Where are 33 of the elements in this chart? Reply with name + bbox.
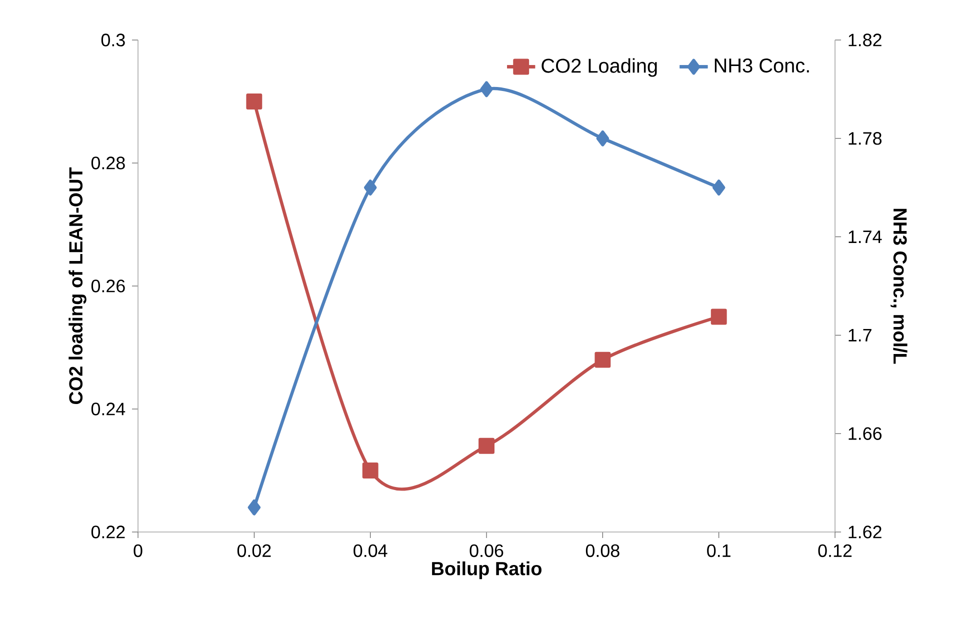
x-tick-label: 0 bbox=[134, 544, 142, 558]
point bbox=[246, 94, 262, 110]
point bbox=[480, 81, 493, 98]
y2-tick-label: 1.82 bbox=[848, 34, 882, 46]
y2-axis-title: NH3 Conc., mol/L bbox=[890, 208, 908, 364]
y-tick-label: 0.24 bbox=[91, 402, 126, 416]
x-tick-label: 0.1 bbox=[707, 544, 730, 558]
y-axis-title: CO2 loading of LEAN-OUT bbox=[68, 167, 86, 404]
y-tick-label: 0.3 bbox=[101, 34, 125, 46]
y2-tick-label: 1.62 bbox=[848, 526, 882, 538]
x-tick-label: 0.02 bbox=[237, 544, 271, 558]
point bbox=[594, 352, 611, 368]
point bbox=[596, 130, 610, 146]
x-axis-title: Boilup Ratio bbox=[432, 561, 542, 580]
y-tick-label: 0.22 bbox=[91, 526, 125, 538]
y2-tick-label: 1.74 bbox=[848, 230, 882, 243]
point bbox=[362, 462, 378, 478]
legend-label: NH3 Conc. bbox=[714, 58, 809, 73]
y-tick-label: 0.26 bbox=[91, 280, 125, 292]
x-tick-label: 0.04 bbox=[354, 544, 388, 558]
point bbox=[248, 499, 261, 516]
point bbox=[710, 308, 727, 325]
y2-tick-label: 1.78 bbox=[848, 132, 882, 145]
y2-tick-label: 1.7 bbox=[848, 329, 872, 342]
point bbox=[478, 438, 494, 454]
legend-label: CO2 Loading bbox=[542, 58, 657, 77]
y-tick-label: 0.28 bbox=[91, 156, 125, 170]
point bbox=[712, 180, 726, 196]
x-tick-label: 0.06 bbox=[470, 544, 504, 558]
x-tick-label: 0.12 bbox=[818, 544, 852, 558]
x-tick-label: 0.08 bbox=[586, 544, 620, 558]
y2-tick-label: 1.66 bbox=[848, 427, 882, 440]
point bbox=[364, 180, 377, 196]
